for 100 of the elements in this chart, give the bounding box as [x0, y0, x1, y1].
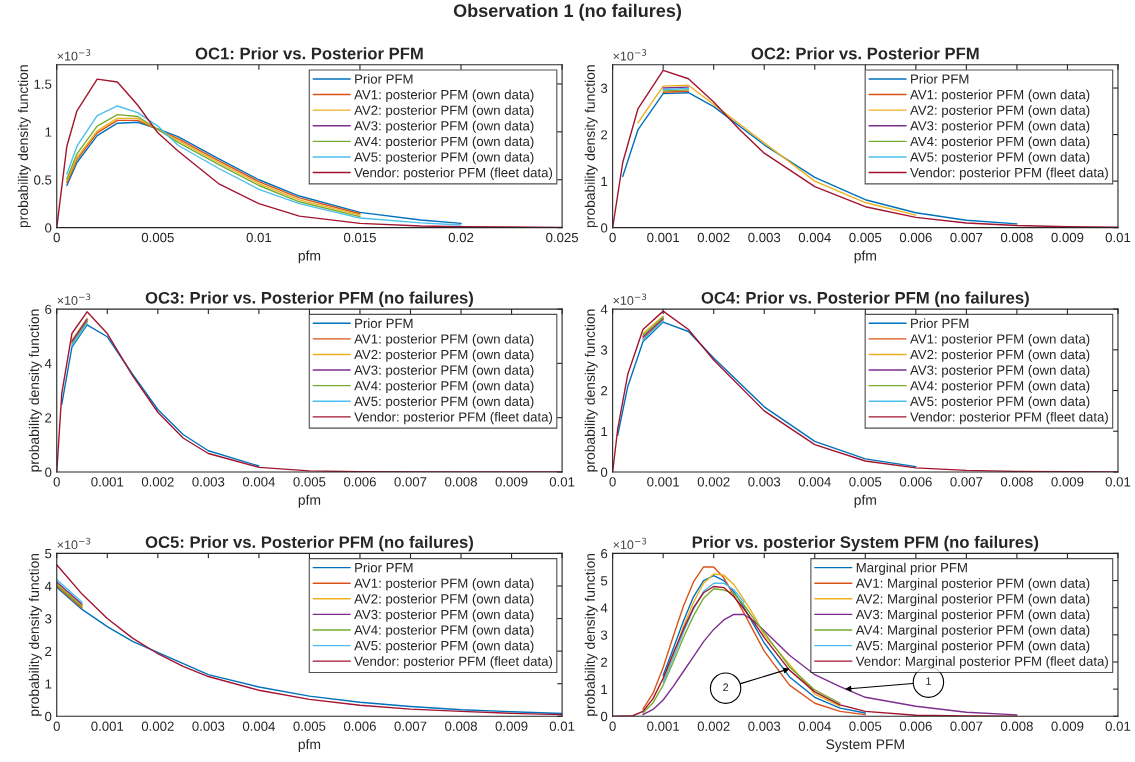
x-axis-title: System PFM [826, 739, 904, 752]
y-tick-label: 1.5 [34, 79, 52, 89]
y-tick-label: 4 [44, 581, 52, 591]
x-tick-label: 0.004 [242, 721, 276, 731]
legend-label: Vendor: posterior PFM (fleet data) [354, 411, 553, 425]
legend-label: AV3: posterior PFM (own data) [354, 120, 534, 134]
x-tick-label: 0.001 [91, 721, 124, 731]
legend-label: AV3: Marginal posterior PFM (own data) [855, 609, 1090, 622]
legend-label: AV3: posterior PFM (own data) [354, 365, 534, 378]
y-tick-label: 2 [45, 646, 52, 656]
x-tick-label: 0.005 [849, 477, 882, 487]
x-tick-label: 0.01 [549, 721, 575, 731]
x-tick-label: 0.001 [647, 477, 680, 487]
x-tick-label: 0.001 [647, 232, 680, 243]
y-tick-label: 2 [601, 657, 608, 667]
x-tick-label: 0.001 [647, 721, 680, 731]
legend-label: AV1: Marginal posterior PFM (own data) [855, 578, 1090, 591]
x-tick-label: 0.007 [394, 721, 427, 731]
legend-label: AV4: posterior PFM (own data) [354, 136, 534, 149]
x-tick-label: 0.003 [748, 232, 781, 243]
y-tick-label: 0.5 [34, 175, 52, 185]
x-tick-label: 0.003 [192, 721, 225, 731]
legend-label: AV5: posterior PFM (own data) [910, 152, 1090, 165]
x-tick-label: 0.009 [495, 721, 528, 731]
x-tick-label: 0 [53, 721, 60, 731]
x-tick-label: 0.008 [445, 477, 477, 487]
x-tick-label: 0.002 [141, 477, 174, 487]
x-tick-label: 0 [53, 477, 60, 487]
legend-label: Marginal prior PFM [856, 562, 967, 575]
x-tick-label: 0.01 [1105, 232, 1131, 243]
x-tick-label: 0.015 [343, 232, 376, 243]
text: ×10$^{−3}$ [613, 537, 647, 550]
x-axis-title: pfm [854, 250, 876, 264]
y-axis-title: probability density function [17, 65, 31, 228]
x-tick-label: 0.002 [697, 477, 730, 487]
line-series [662, 582, 745, 684]
x-tick-label: 0.002 [141, 721, 174, 731]
text: ×10$^{−3}$ [57, 293, 91, 305]
x-tick-label: 0.006 [899, 721, 932, 731]
legend-label: AV3: posterior PFM (own data) [910, 365, 1090, 378]
y-tick-label: 2 [601, 386, 608, 396]
x-tick-label: 0 [609, 721, 616, 731]
legend-label: Prior PFM [355, 74, 413, 84]
legend-label: Vendor: posterior PFM (fleet data) [910, 411, 1108, 425]
x-tick-label: 0.006 [899, 477, 932, 487]
legend-label: AV4: Marginal posterior PFM (own data) [855, 625, 1090, 638]
y-tick-label: 6 [45, 304, 52, 314]
y-tick-label: 5 [600, 576, 608, 586]
y-tick-label: 1 [45, 679, 52, 689]
y-tick-label: 3 [45, 614, 52, 624]
legend-label: Prior PFM [355, 562, 413, 573]
y-tick-label: 0 [45, 223, 52, 233]
chart-title: Prior vs. posterior System PFM (no failures) [692, 535, 1039, 552]
y-tick-label: 3 [600, 83, 608, 93]
x-tick-label: 0.002 [697, 721, 730, 731]
legend-label: Vendor: posterior PFM (fleet data) [910, 167, 1108, 180]
text: ×10$^{−3}$ [57, 49, 91, 61]
line-series [642, 587, 841, 714]
chart-title: OC1: Prior vs. Posterior PFM [195, 47, 423, 60]
x-tick-label: 0.005 [293, 477, 326, 487]
x-tick-label: 0.004 [798, 477, 831, 487]
x-tick-label: 0.003 [748, 721, 781, 731]
legend-label: AV1: posterior PFM (own data) [354, 89, 534, 102]
x-tick-label: 0.01 [549, 477, 575, 487]
x-tick-label: 0 [53, 232, 60, 243]
x-tick-label: 0.01 [1105, 477, 1131, 487]
text: Observation 1 (no failures) [453, 3, 681, 21]
y-tick-label: 3 [600, 345, 608, 355]
x-tick-label: 0.006 [343, 721, 376, 731]
annotation: 1 [926, 677, 931, 686]
legend-label: AV2: posterior PFM (own data) [354, 105, 534, 118]
y-tick-label: 3 [600, 630, 608, 640]
x-tick-label: 0.009 [1051, 477, 1084, 487]
y-tick-label: 6 [601, 548, 608, 559]
chart-title: OC2: Prior vs. Posterior PFM [751, 47, 979, 60]
y-tick-label: 1 [45, 127, 52, 137]
legend-label: AV1: posterior PFM (own data) [910, 333, 1090, 347]
x-tick-label: 0.005 [141, 232, 174, 243]
x-tick-label: 0.001 [91, 477, 124, 487]
legend-label: Prior PFM [911, 318, 969, 329]
legend-label: AV3: posterior PFM (own data) [910, 120, 1090, 134]
x-axis-title: pfm [854, 494, 876, 508]
legend-label: AV3: posterior PFM (own data) [354, 609, 534, 622]
legend-label: AV1: posterior PFM (own data) [354, 333, 534, 347]
y-tick-label: 2 [601, 130, 608, 140]
x-tick-label: 0.007 [950, 232, 983, 243]
x-tick-label: 0.01 [1105, 721, 1131, 731]
x-tick-label: 0.009 [495, 477, 528, 487]
x-tick-label: 0 [609, 232, 616, 243]
legend-label: AV5: posterior PFM (own data) [910, 396, 1090, 409]
y-tick-label: 4 [600, 304, 608, 314]
legend-label: AV2: posterior PFM (own data) [354, 349, 534, 362]
x-tick-label: 0.009 [1051, 232, 1084, 243]
legend-label: AV5: Marginal posterior PFM (own data) [855, 640, 1090, 653]
x-tick-label: 0.008 [445, 721, 477, 731]
x-tick-label: 0.008 [1000, 721, 1033, 731]
y-tick-label: 2 [45, 413, 52, 423]
text: ×10$^{−3}$ [613, 293, 647, 305]
line-series [61, 324, 260, 467]
annotation: 2 [723, 683, 729, 692]
